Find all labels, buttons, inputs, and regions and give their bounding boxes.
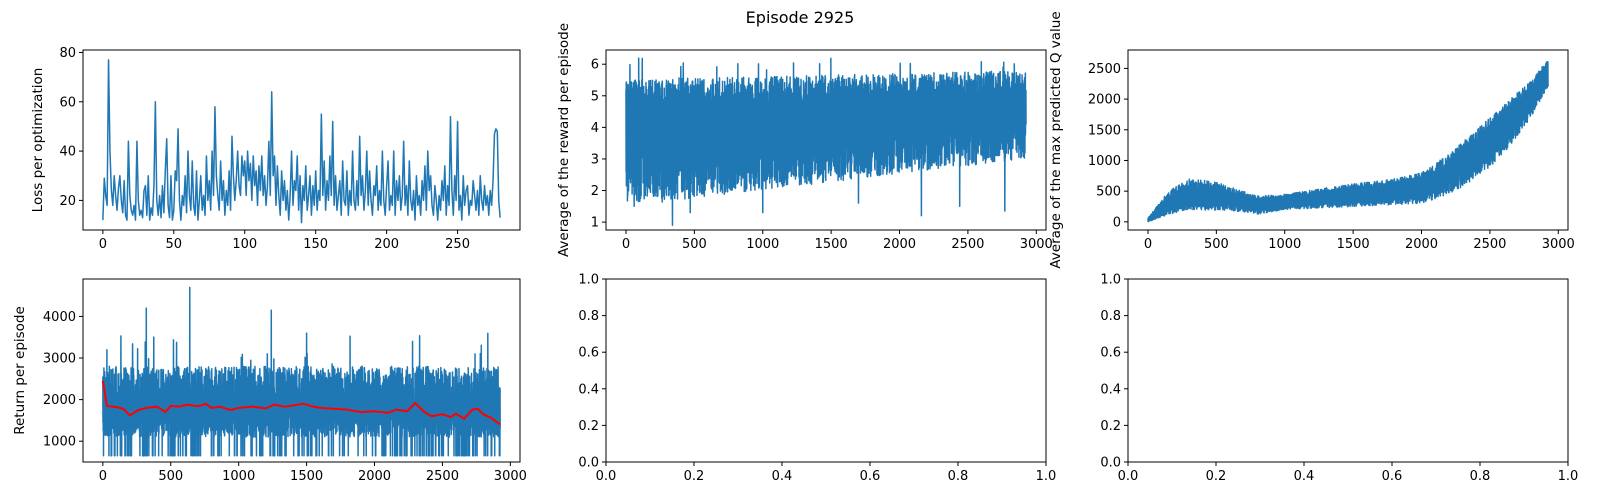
y-tick-label: 0.2 <box>1100 419 1121 434</box>
x-tick-label: 500 <box>682 237 707 252</box>
x-tick-label: 2500 <box>1473 237 1506 252</box>
x-tick-label: 0.2 <box>1206 469 1227 484</box>
series-line-top-right <box>1147 60 1549 223</box>
y-tick-label: 1 <box>591 216 599 231</box>
y-tick-label: 5 <box>591 89 599 104</box>
x-tick-label: 1.0 <box>1558 469 1579 484</box>
y-axis-label: Average of the reward per episode <box>556 23 572 257</box>
y-axis-label: Loss per optimization <box>30 68 46 213</box>
y-tick-label: 3 <box>591 152 599 167</box>
x-tick-label: 1500 <box>290 469 323 484</box>
y-tick-label: 0.0 <box>578 456 599 471</box>
x-tick-label: 2000 <box>1405 237 1438 252</box>
y-tick-label: 2 <box>591 184 599 199</box>
x-tick-label: 0.6 <box>860 469 881 484</box>
x-tick-label: 500 <box>158 469 183 484</box>
axes-frame <box>605 278 1047 463</box>
y-tick-label: 1000 <box>1088 154 1121 169</box>
x-tick-label: 0 <box>1144 237 1152 252</box>
y-tick-label: 4 <box>591 121 599 136</box>
y-tick-label: 0.4 <box>1100 382 1121 397</box>
x-tick-label: 0 <box>622 237 630 252</box>
moving-average-line-bottom-left <box>101 380 501 426</box>
x-tick-label: 2500 <box>951 237 984 252</box>
x-tick-label: 3000 <box>1542 237 1575 252</box>
x-tick-label: 0.0 <box>596 469 617 484</box>
axes-frame <box>605 49 1047 231</box>
y-tick-label: 3000 <box>43 352 76 367</box>
y-tick-label: 0.8 <box>1100 309 1121 324</box>
axes-frame <box>1127 49 1569 231</box>
y-tick-label: 40 <box>59 145 76 160</box>
axes-frame <box>82 278 521 463</box>
x-tick-label: 1500 <box>1337 237 1370 252</box>
x-tick-label: 1.0 <box>1036 469 1057 484</box>
x-tick-label: 0.2 <box>684 469 705 484</box>
axes-frame <box>1127 278 1569 463</box>
y-tick-label: 6 <box>591 58 599 73</box>
x-tick-label: 0.4 <box>1294 469 1315 484</box>
y-tick-label: 1000 <box>43 435 76 450</box>
y-tick-label: 0.2 <box>578 419 599 434</box>
y-tick-label: 0.4 <box>578 382 599 397</box>
y-axis-label: Return per episode <box>12 306 28 435</box>
x-tick-label: 0.0 <box>1118 469 1139 484</box>
x-tick-label: 1000 <box>1268 237 1301 252</box>
x-tick-label: 1500 <box>815 237 848 252</box>
y-tick-label: 20 <box>59 194 76 209</box>
x-tick-label: 2500 <box>426 469 459 484</box>
x-tick-label: 3000 <box>494 469 527 484</box>
y-tick-label: 2000 <box>1088 93 1121 108</box>
panel-top-middle: 0 500 1000 1500 2000 2500 3000 1 2 3 4 5 6 Average of… <box>556 23 1053 257</box>
y-tick-label: 80 <box>59 46 76 61</box>
y-tick-label: 0.6 <box>1100 346 1121 361</box>
y-tick-label: 0.6 <box>578 346 599 361</box>
y-tick-label: 1500 <box>1088 123 1121 138</box>
x-tick-label: 500 <box>1204 237 1229 252</box>
series-line-top-middle <box>625 57 1027 227</box>
y-tick-label: 1.0 <box>1100 273 1121 288</box>
x-tick-label: 0.4 <box>772 469 793 484</box>
y-tick-label: 500 <box>1096 185 1121 200</box>
y-tick-label: 1.0 <box>578 273 599 288</box>
x-tick-label: 0 <box>99 237 107 252</box>
panel-bottom-right: 0.0 0.2 0.4 0.6 0.8 1.0 0.0 0.2 0.4 0.6 0.8 1.0 <box>1100 273 1578 485</box>
x-tick-label: 3000 <box>1020 237 1053 252</box>
series-line-bottom-left <box>102 286 501 457</box>
panel-bottom-left: 0 500 1000 1500 2000 2500 3000 1000 2000 3000 4000… <box>12 278 527 484</box>
y-tick-label: 2500 <box>1088 62 1121 77</box>
axes-frame <box>82 49 521 231</box>
y-tick-label: 0.8 <box>578 309 599 324</box>
x-tick-label: 100 <box>232 237 257 252</box>
y-tick-label: 60 <box>59 95 76 110</box>
panel-top-right: 0 500 1000 1500 2000 2500 3000 0 500 1000 1500 2000… <box>1048 11 1575 268</box>
x-tick-label: 0.8 <box>948 469 969 484</box>
y-axis-label: Average of the max predicted Q value <box>1048 11 1064 268</box>
x-tick-label: 200 <box>374 237 399 252</box>
panel-bottom-middle: 0.0 0.2 0.4 0.6 0.8 1.0 0.0 0.2 0.4 0.6 0.8 1.0 <box>578 273 1056 485</box>
x-tick-label: 150 <box>303 237 328 252</box>
x-tick-label: 0.6 <box>1382 469 1403 484</box>
x-tick-label: 50 <box>166 237 183 252</box>
y-tick-label: 2000 <box>43 393 76 408</box>
y-tick-label: 4000 <box>43 310 76 325</box>
x-tick-label: 2000 <box>883 237 916 252</box>
x-tick-label: 0.8 <box>1470 469 1491 484</box>
x-tick-label: 2000 <box>358 469 391 484</box>
x-tick-label: 250 <box>445 237 470 252</box>
series-line-top-left <box>102 59 501 224</box>
x-tick-label: 1000 <box>222 469 255 484</box>
y-tick-label: 0.0 <box>1100 456 1121 471</box>
y-tick-label: 0 <box>1113 215 1121 230</box>
figure-title: Episode 2925 <box>746 8 855 27</box>
x-tick-label: 1000 <box>746 237 779 252</box>
x-tick-label: 0 <box>99 469 107 484</box>
panel-top-left: 0 50 100 150 200 250 20 40 60 80 Loss per optimiza… <box>30 46 521 252</box>
